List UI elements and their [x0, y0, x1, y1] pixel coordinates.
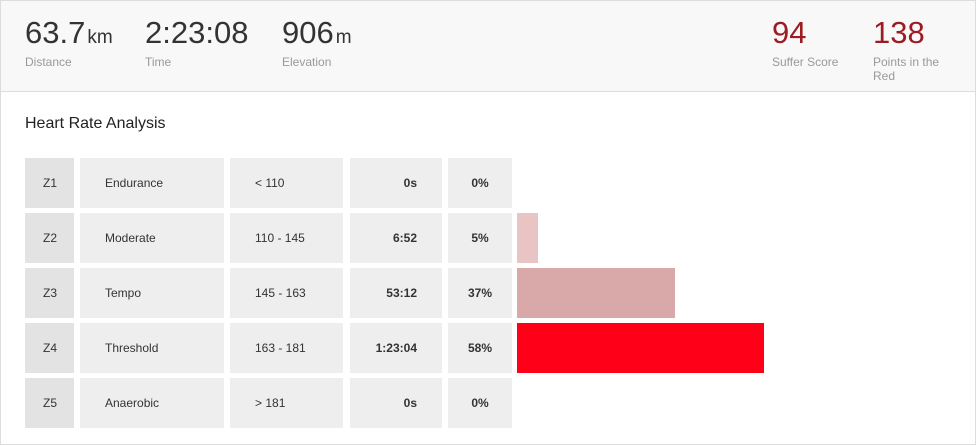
zone-range: 145 - 163 [230, 268, 343, 318]
zone-name: Endurance [80, 158, 224, 208]
zone-time: 0s [350, 378, 442, 428]
zone-name: Moderate [80, 213, 224, 263]
zone-range: 163 - 181 [230, 323, 343, 373]
zone-bar [517, 268, 675, 318]
score: 138 Points in the Red [873, 15, 948, 83]
zone-time: 53:12 [350, 268, 442, 318]
stat-value: 63.7 [25, 15, 86, 50]
zone-cell: Z1 [25, 158, 74, 208]
stat-label: Distance [25, 55, 72, 69]
zone-percent: 37% [448, 268, 512, 318]
zone-cell: Z3 [25, 268, 74, 318]
zone-cell: Z2 [25, 213, 74, 263]
zone-cell: Z5 [25, 378, 74, 428]
zone-percent: 5% [448, 213, 512, 263]
stat-line: 63.7 km [25, 15, 113, 51]
stat: 2:23:08 Time [145, 15, 248, 69]
zone-bar [517, 213, 539, 263]
stat: 906 m Elevation [282, 15, 352, 69]
stat: 63.7 km Distance [25, 15, 113, 69]
zone-percent: 0% [448, 158, 512, 208]
section-title: Heart Rate Analysis [25, 115, 166, 132]
zone-bar [517, 323, 765, 373]
score-label: Points in the Red [873, 55, 940, 83]
zone-range: < 110 [230, 158, 343, 208]
score-value: 138 [873, 15, 925, 50]
stat-line: 906 m [282, 15, 352, 51]
zone-time: 1:23:04 [350, 323, 442, 373]
zone-percent: 0% [448, 378, 512, 428]
stat-unit: km [87, 27, 113, 48]
zone-name: Threshold [80, 323, 224, 373]
stat-unit: m [335, 27, 352, 48]
score: 94 Suffer Score [772, 15, 847, 69]
zone-name: Tempo [80, 268, 224, 318]
score-value: 94 [772, 15, 807, 50]
stat-value: 906 [282, 15, 334, 50]
score-label: Suffer Score [772, 55, 839, 69]
zone-percent: 58% [448, 323, 512, 373]
header: 63.7 km Distance 2:23:08 Time 906 m Elevation 94… [1, 1, 975, 92]
zone-cell: Z4 [25, 323, 74, 373]
stat-line: 2:23:08 [145, 15, 248, 51]
stat-label: Time [145, 55, 172, 69]
zone-range: 110 - 145 [230, 213, 343, 263]
stat-value: 2:23:08 [145, 15, 249, 50]
zone-time: 6:52 [350, 213, 442, 263]
zone-name: Anaerobic [80, 378, 224, 428]
zone-time: 0s [350, 158, 442, 208]
zone-range: > 181 [230, 378, 343, 428]
stat-label: Elevation [282, 55, 332, 69]
